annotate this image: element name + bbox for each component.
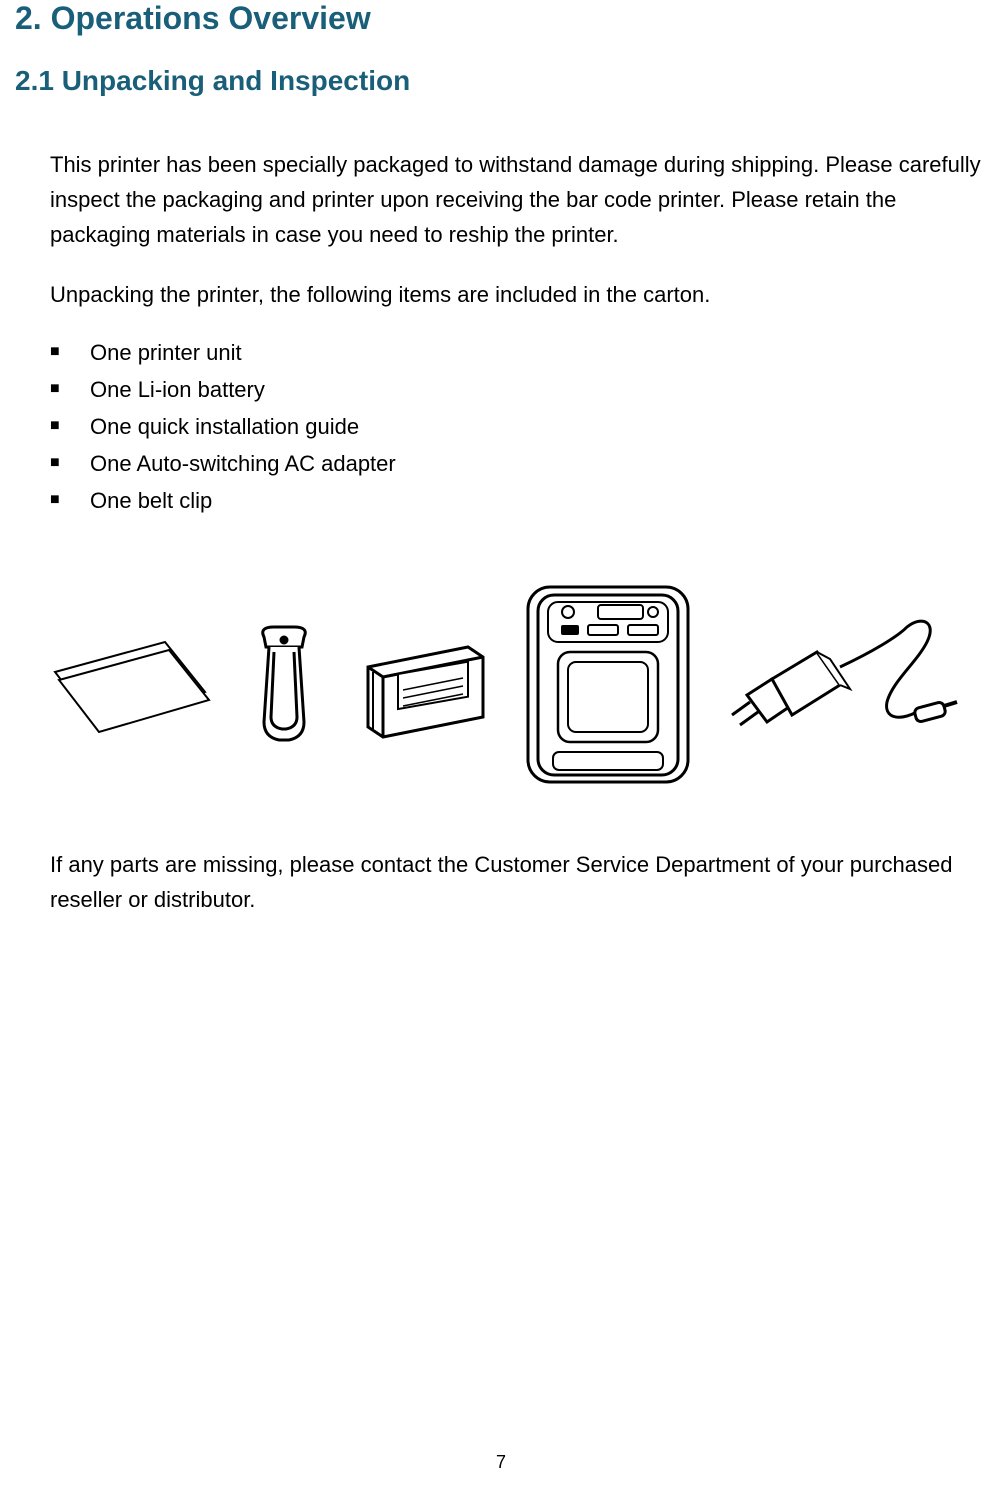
printer-unit-icon bbox=[513, 577, 703, 797]
list-item: One belt clip bbox=[50, 484, 992, 517]
closing-paragraph: If any parts are missing, please contact… bbox=[50, 847, 992, 917]
printer-illustration bbox=[513, 577, 703, 797]
illustrations-row bbox=[35, 577, 972, 797]
chapter-heading: 2. Operations Overview bbox=[15, 0, 992, 37]
intro-paragraph: This printer has been specially packaged… bbox=[50, 147, 992, 253]
page-number: 7 bbox=[0, 1452, 1002, 1473]
belt-clip-illustration bbox=[234, 622, 334, 752]
guide-illustration bbox=[45, 632, 215, 742]
list-item: One printer unit bbox=[50, 336, 992, 369]
adapter-illustration bbox=[722, 607, 962, 767]
section-heading: 2.1 Unpacking and Inspection bbox=[15, 65, 992, 97]
belt-clip-icon bbox=[234, 622, 334, 752]
ac-adapter-icon bbox=[722, 607, 962, 767]
battery-illustration bbox=[353, 632, 493, 742]
guide-sheets-icon bbox=[45, 632, 215, 742]
list-item: One Li-ion battery bbox=[50, 373, 992, 406]
intro-paragraph-2: Unpacking the printer, the following ite… bbox=[50, 277, 992, 312]
list-item: One Auto-switching AC adapter bbox=[50, 447, 992, 480]
list-item: One quick installation guide bbox=[50, 410, 992, 443]
contents-list: One printer unit One Li-ion battery One … bbox=[50, 336, 992, 517]
battery-icon bbox=[353, 632, 493, 742]
